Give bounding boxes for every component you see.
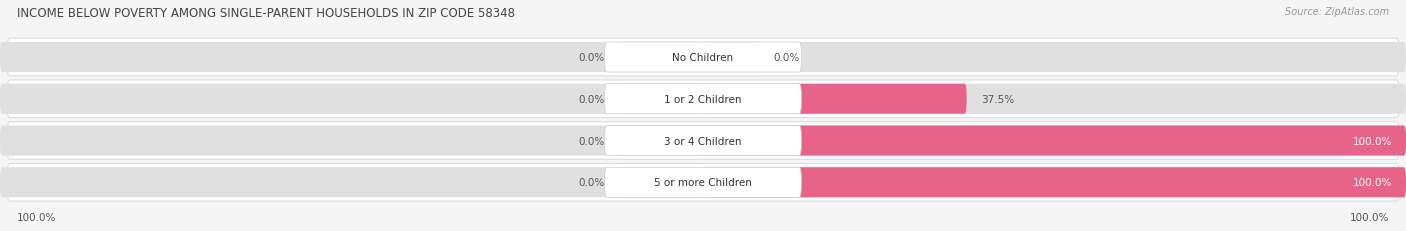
FancyBboxPatch shape — [703, 43, 759, 73]
FancyBboxPatch shape — [703, 126, 1406, 156]
Text: 100.0%: 100.0% — [1353, 177, 1392, 188]
FancyBboxPatch shape — [703, 84, 1406, 114]
Text: 3 or 4 Children: 3 or 4 Children — [664, 136, 742, 146]
FancyBboxPatch shape — [7, 39, 1399, 76]
FancyBboxPatch shape — [605, 84, 801, 114]
FancyBboxPatch shape — [0, 84, 703, 114]
FancyBboxPatch shape — [0, 126, 703, 156]
Text: 0.0%: 0.0% — [578, 177, 605, 188]
FancyBboxPatch shape — [605, 43, 801, 73]
FancyBboxPatch shape — [619, 84, 703, 114]
Text: 0.0%: 0.0% — [578, 94, 605, 104]
Text: No Children: No Children — [672, 53, 734, 63]
FancyBboxPatch shape — [619, 167, 703, 198]
Text: 0.0%: 0.0% — [578, 53, 605, 63]
FancyBboxPatch shape — [619, 43, 703, 73]
FancyBboxPatch shape — [7, 81, 1399, 118]
FancyBboxPatch shape — [703, 43, 1406, 73]
FancyBboxPatch shape — [619, 126, 703, 156]
Text: 5 or more Children: 5 or more Children — [654, 177, 752, 188]
Text: 100.0%: 100.0% — [1353, 136, 1392, 146]
FancyBboxPatch shape — [7, 164, 1399, 201]
Text: 100.0%: 100.0% — [1350, 212, 1389, 222]
Text: 100.0%: 100.0% — [17, 212, 56, 222]
Text: 37.5%: 37.5% — [981, 94, 1014, 104]
FancyBboxPatch shape — [0, 167, 703, 198]
FancyBboxPatch shape — [7, 122, 1399, 160]
Text: 0.0%: 0.0% — [773, 53, 800, 63]
FancyBboxPatch shape — [703, 167, 1406, 198]
Text: 0.0%: 0.0% — [578, 136, 605, 146]
FancyBboxPatch shape — [0, 43, 703, 73]
FancyBboxPatch shape — [703, 84, 967, 114]
Text: INCOME BELOW POVERTY AMONG SINGLE-PARENT HOUSEHOLDS IN ZIP CODE 58348: INCOME BELOW POVERTY AMONG SINGLE-PARENT… — [17, 7, 515, 20]
FancyBboxPatch shape — [605, 167, 801, 198]
FancyBboxPatch shape — [605, 126, 801, 156]
FancyBboxPatch shape — [703, 126, 1406, 156]
Text: Source: ZipAtlas.com: Source: ZipAtlas.com — [1285, 7, 1389, 17]
FancyBboxPatch shape — [703, 167, 1406, 198]
Text: 1 or 2 Children: 1 or 2 Children — [664, 94, 742, 104]
